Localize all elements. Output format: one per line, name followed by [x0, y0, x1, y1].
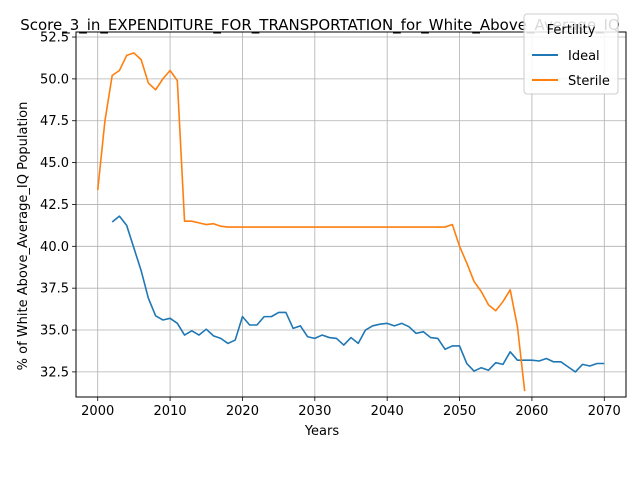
legend-label-ideal: Ideal	[568, 49, 600, 64]
legend-box	[523, 13, 619, 95]
y-tick-label: 40.0	[40, 240, 69, 255]
x-tick-label: 2050	[443, 404, 476, 419]
y-tick-label: 52.5	[40, 31, 69, 46]
x-tick-label: 2010	[154, 404, 187, 419]
series-line-ideal	[111, 215, 605, 373]
y-tick-label: 35.0	[40, 324, 69, 339]
axis-ticks: 2000 2010 2020 2030 2040 2050 2060 2070 32.5 35.0…	[40, 31, 621, 419]
x-tick-label: 2020	[226, 404, 259, 419]
x-tick-label: 2060	[515, 404, 548, 419]
x-tick-label: 2070	[588, 404, 621, 419]
series-line-sterile	[96, 52, 526, 392]
y-tick-label: 45.0	[40, 156, 69, 171]
x-tick-label: 2000	[81, 404, 114, 419]
chart-title: Score_3_in_EXPENDITURE_FOR_TRANSPORTATIO…	[20, 16, 620, 35]
y-tick-label: 37.5	[40, 282, 69, 297]
y-axis-label: % of White Above_Average_IQ Population	[16, 102, 31, 371]
x-tick-label: 2040	[371, 404, 404, 419]
x-tick-label: 2030	[298, 404, 331, 419]
legend-title: Fertility	[547, 23, 596, 38]
axes-frame	[75, 31, 627, 398]
y-tick-label: 50.0	[40, 72, 69, 87]
y-tick-label: 42.5	[40, 198, 69, 213]
x-axis-label: Years	[304, 424, 340, 439]
y-tick-label: 32.5	[40, 365, 69, 380]
legend-label-sterile: Sterile	[568, 74, 610, 89]
series-lines	[96, 52, 605, 392]
y-tick-label: 47.5	[40, 114, 69, 129]
legend: Fertility Ideal Sterile	[523, 13, 619, 95]
